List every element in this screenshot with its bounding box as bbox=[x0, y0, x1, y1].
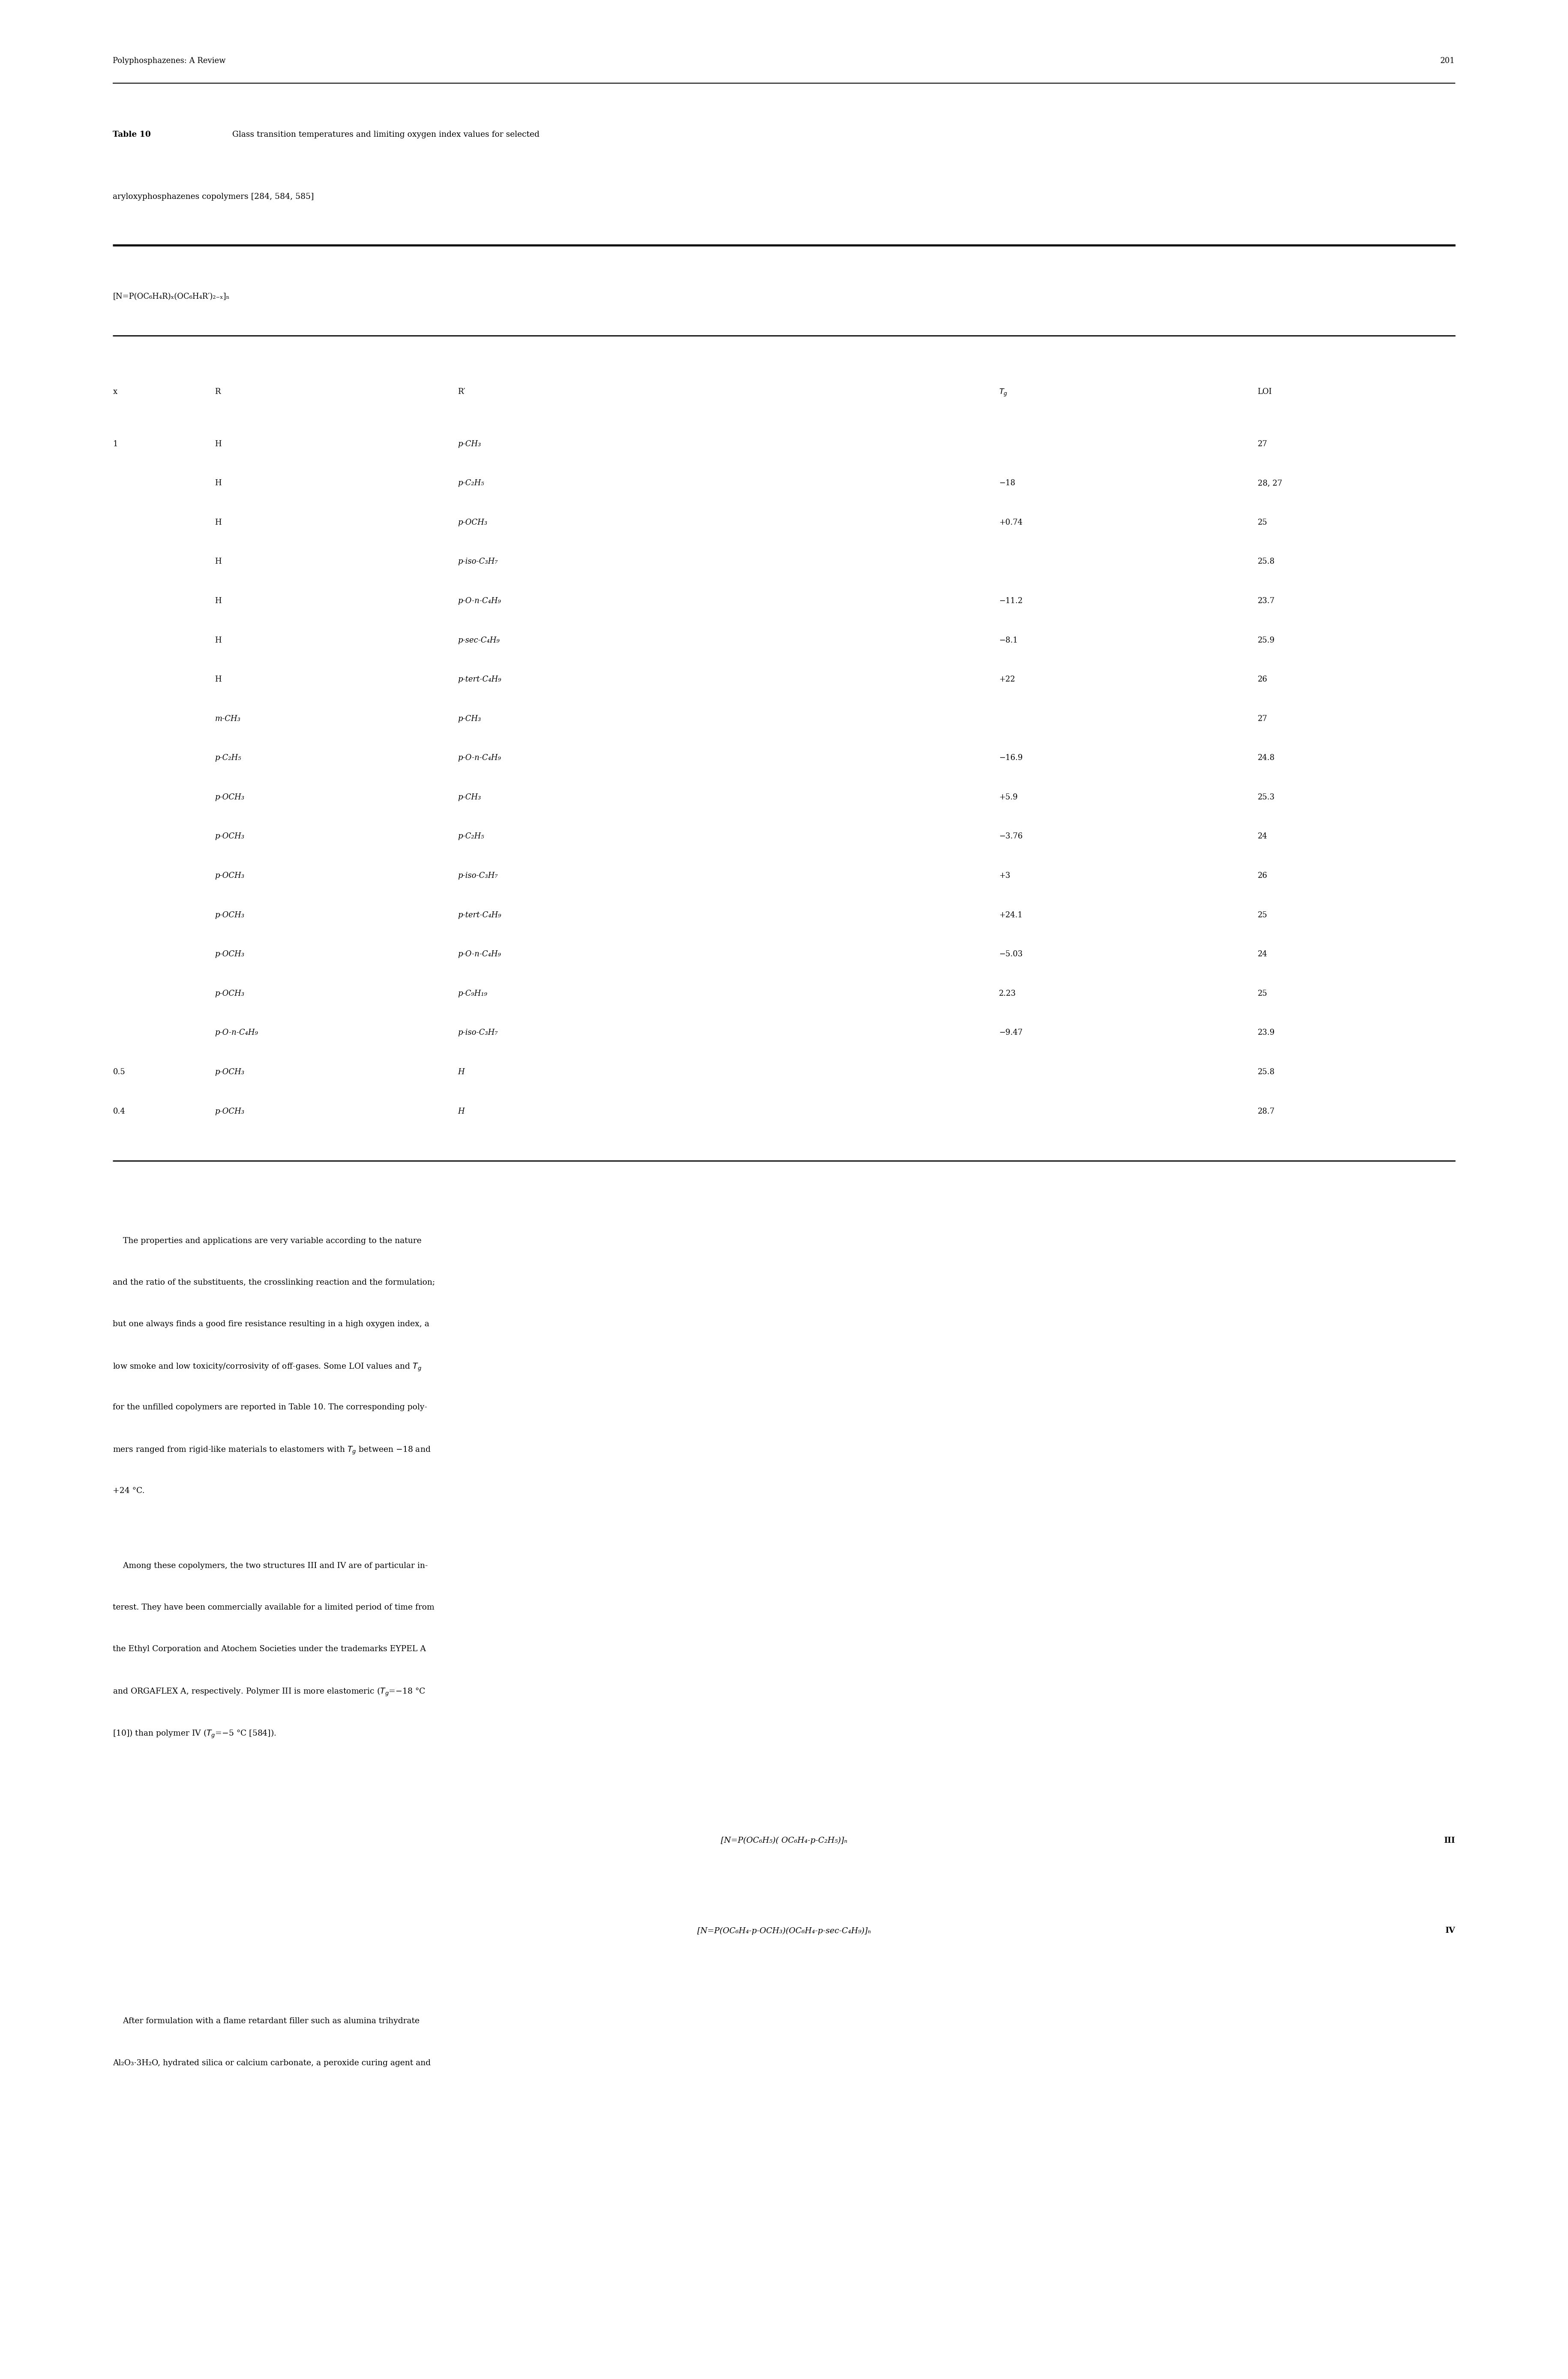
Text: p-iso-C₃H₇: p-iso-C₃H₇ bbox=[458, 559, 499, 566]
Text: +24 °C.: +24 °C. bbox=[113, 1487, 144, 1494]
Text: The properties and applications are very variable according to the nature: The properties and applications are very… bbox=[113, 1237, 422, 1244]
Text: Among these copolymers, the two structures III and IV are of particular in-: Among these copolymers, the two structur… bbox=[113, 1561, 428, 1570]
Text: Al₂O₃·3H₂O, hydrated silica or calcium carbonate, a peroxide curing agent and: Al₂O₃·3H₂O, hydrated silica or calcium c… bbox=[113, 2058, 431, 2067]
Text: 25: 25 bbox=[1258, 990, 1267, 997]
Text: H: H bbox=[215, 481, 221, 488]
Text: III: III bbox=[1444, 1837, 1455, 1844]
Text: p-OCH₃: p-OCH₃ bbox=[215, 1106, 245, 1116]
Text: p-O-n-C₄H₉: p-O-n-C₄H₉ bbox=[458, 949, 502, 959]
Text: 24: 24 bbox=[1258, 833, 1267, 840]
Text: m-CH₃: m-CH₃ bbox=[215, 714, 240, 723]
Text: H: H bbox=[215, 559, 221, 566]
Text: p-sec-C₄H₉: p-sec-C₄H₉ bbox=[458, 635, 500, 645]
Text: Polyphosphazenes: A Review: Polyphosphazenes: A Review bbox=[113, 57, 226, 64]
Text: H: H bbox=[215, 635, 221, 645]
Text: but one always finds a good fire resistance resulting in a high oxygen index, a: but one always finds a good fire resista… bbox=[113, 1320, 430, 1327]
Text: H: H bbox=[215, 597, 221, 604]
Text: mers ranged from rigid-like materials to elastomers with $T_g$ between −18 and: mers ranged from rigid-like materials to… bbox=[113, 1444, 431, 1456]
Text: [10]) than polymer IV ($T_g$=−5 °C [584]).: [10]) than polymer IV ($T_g$=−5 °C [584]… bbox=[113, 1727, 276, 1739]
Text: 25: 25 bbox=[1258, 911, 1267, 918]
Text: 26: 26 bbox=[1258, 871, 1267, 880]
Text: 25.9: 25.9 bbox=[1258, 635, 1275, 645]
Text: +24.1: +24.1 bbox=[999, 911, 1022, 918]
Text: p-OCH₃: p-OCH₃ bbox=[215, 990, 245, 997]
Text: +0.74: +0.74 bbox=[999, 519, 1022, 526]
Text: p-CH₃: p-CH₃ bbox=[458, 440, 481, 447]
Text: IV: IV bbox=[1446, 1927, 1455, 1934]
Text: p-C₂H₅: p-C₂H₅ bbox=[215, 754, 241, 761]
Text: [N=P(OC₆H₄-p-OCH₃)(OC₆H₄-p-sec-C₄H₉)]ₙ: [N=P(OC₆H₄-p-OCH₃)(OC₆H₄-p-sec-C₄H₉)]ₙ bbox=[698, 1927, 870, 1934]
Text: low smoke and low toxicity/corrosivity of off-gases. Some LOI values and $T_g$: low smoke and low toxicity/corrosivity o… bbox=[113, 1361, 422, 1373]
Text: 24.8: 24.8 bbox=[1258, 754, 1275, 761]
Text: 25: 25 bbox=[1258, 519, 1267, 526]
Text: 26: 26 bbox=[1258, 676, 1267, 683]
Text: p-OCH₃: p-OCH₃ bbox=[215, 833, 245, 840]
Text: 28.7: 28.7 bbox=[1258, 1106, 1275, 1116]
Text: 0.5: 0.5 bbox=[113, 1068, 125, 1075]
Text: p-OCH₃: p-OCH₃ bbox=[458, 519, 488, 526]
Text: p-OCH₃: p-OCH₃ bbox=[215, 871, 245, 880]
Text: [N=P(OC₆H₅)( OC₆H₄-p-C₂H₅)]ₙ: [N=P(OC₆H₅)( OC₆H₄-p-C₂H₅)]ₙ bbox=[721, 1837, 847, 1844]
Text: p-OCH₃: p-OCH₃ bbox=[215, 911, 245, 918]
Text: for the unfilled copolymers are reported in Table 10. The corresponding poly-: for the unfilled copolymers are reported… bbox=[113, 1404, 428, 1411]
Text: R: R bbox=[215, 388, 221, 395]
Text: H: H bbox=[458, 1106, 464, 1116]
Text: 23.9: 23.9 bbox=[1258, 1028, 1275, 1037]
Text: −11.2: −11.2 bbox=[999, 597, 1022, 604]
Text: 27: 27 bbox=[1258, 714, 1267, 723]
Text: After formulation with a flame retardant filler such as alumina trihydrate: After formulation with a flame retardant… bbox=[113, 2017, 420, 2025]
Text: p-tert-C₄H₉: p-tert-C₄H₉ bbox=[458, 911, 502, 918]
Text: H: H bbox=[458, 1068, 464, 1075]
Text: H: H bbox=[215, 519, 221, 526]
Text: 2.23: 2.23 bbox=[999, 990, 1016, 997]
Text: 1: 1 bbox=[113, 440, 118, 447]
Text: p-CH₃: p-CH₃ bbox=[458, 714, 481, 723]
Text: −8.1: −8.1 bbox=[999, 635, 1018, 645]
Text: 201: 201 bbox=[1441, 57, 1455, 64]
Text: [N=P(OC₆H₄R)ₓ(OC₆H₄R′)₂₋ₓ]ₙ: [N=P(OC₆H₄R)ₓ(OC₆H₄R′)₂₋ₓ]ₙ bbox=[113, 293, 229, 300]
Text: p-iso-C₃H₇: p-iso-C₃H₇ bbox=[458, 1028, 499, 1037]
Text: +22: +22 bbox=[999, 676, 1014, 683]
Text: 28, 27: 28, 27 bbox=[1258, 481, 1283, 488]
Text: p-OCH₃: p-OCH₃ bbox=[215, 949, 245, 959]
Text: aryloxyphosphazenes copolymers [284, 584, 585]: aryloxyphosphazenes copolymers [284, 584… bbox=[113, 193, 314, 200]
Text: p-C₉H₁₉: p-C₉H₁₉ bbox=[458, 990, 488, 997]
Text: p-C₂H₅: p-C₂H₅ bbox=[458, 833, 485, 840]
Text: p-OCH₃: p-OCH₃ bbox=[215, 1068, 245, 1075]
Text: p-iso-C₃H₇: p-iso-C₃H₇ bbox=[458, 871, 499, 880]
Text: p-tert-C₄H₉: p-tert-C₄H₉ bbox=[458, 676, 502, 683]
Text: 25.8: 25.8 bbox=[1258, 1068, 1275, 1075]
Text: Glass transition temperatures and limiting oxygen index values for selected: Glass transition temperatures and limiti… bbox=[232, 131, 539, 138]
Text: 25.3: 25.3 bbox=[1258, 792, 1275, 802]
Text: p-CH₃: p-CH₃ bbox=[458, 792, 481, 802]
Text: −5.03: −5.03 bbox=[999, 949, 1022, 959]
Text: p-O-n-C₄H₉: p-O-n-C₄H₉ bbox=[458, 754, 502, 761]
Text: H: H bbox=[215, 676, 221, 683]
Text: p-O-n-C₄H₉: p-O-n-C₄H₉ bbox=[458, 597, 502, 604]
Text: 27: 27 bbox=[1258, 440, 1267, 447]
Text: R′: R′ bbox=[458, 388, 466, 395]
Text: +5.9: +5.9 bbox=[999, 792, 1018, 802]
Text: terest. They have been commercially available for a limited period of time from: terest. They have been commercially avai… bbox=[113, 1603, 434, 1611]
Text: p-OCH₃: p-OCH₃ bbox=[215, 792, 245, 802]
Text: and ORGAFLEX A, respectively. Polymer III is more elastomeric ($T_g$=−18 °C: and ORGAFLEX A, respectively. Polymer II… bbox=[113, 1687, 425, 1699]
Text: x: x bbox=[113, 388, 118, 395]
Text: +3: +3 bbox=[999, 871, 1010, 880]
Text: −16.9: −16.9 bbox=[999, 754, 1022, 761]
Text: the Ethyl Corporation and Atochem Societies under the trademarks EYPEL A: the Ethyl Corporation and Atochem Societ… bbox=[113, 1644, 426, 1653]
Text: and the ratio of the substituents, the crosslinking reaction and the formulation: and the ratio of the substituents, the c… bbox=[113, 1278, 436, 1287]
Text: Table 10: Table 10 bbox=[113, 131, 151, 138]
Text: −9.47: −9.47 bbox=[999, 1028, 1022, 1037]
Text: 24: 24 bbox=[1258, 949, 1267, 959]
Text: −3.76: −3.76 bbox=[999, 833, 1022, 840]
Text: $T_g$: $T_g$ bbox=[999, 388, 1008, 397]
Text: p-C₂H₅: p-C₂H₅ bbox=[458, 481, 485, 488]
Text: H: H bbox=[215, 440, 221, 447]
Text: LOI: LOI bbox=[1258, 388, 1272, 395]
Text: p-O-n-C₄H₉: p-O-n-C₄H₉ bbox=[215, 1028, 259, 1037]
Text: 25.8: 25.8 bbox=[1258, 559, 1275, 566]
Text: 0.4: 0.4 bbox=[113, 1106, 125, 1116]
Text: 23.7: 23.7 bbox=[1258, 597, 1275, 604]
Text: −18: −18 bbox=[999, 481, 1014, 488]
